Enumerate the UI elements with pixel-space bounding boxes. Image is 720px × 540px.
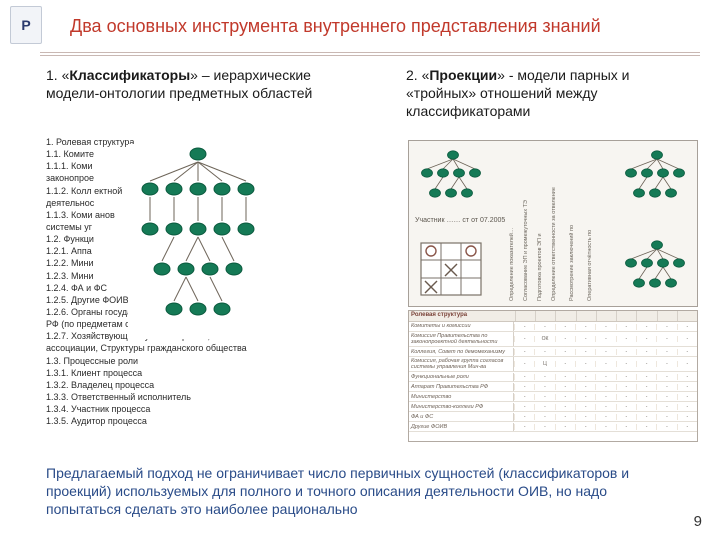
lh-pre: 1. « [46, 67, 69, 83]
right-subhead: 2. «Проекции» - модели парных и «тройных… [406, 66, 696, 121]
hierarchy-line: 1.3.5. Аудитор процесса [46, 415, 356, 427]
hierarchy-line: 1.3.2. Владелец процесса [46, 379, 356, 391]
hierarchy-line: 1.3.1. Клиент процесса [46, 367, 356, 379]
rot-label: Согласование ЭП и промежуточных ТЭ [523, 200, 529, 301]
divider-1 [40, 52, 700, 53]
hierarchy-line: 1.3.3. Ответственный исполнитель [46, 391, 356, 403]
rot-label: Определение ответственности за отвеление [551, 187, 557, 301]
page-number: 9 [694, 513, 702, 530]
tictactoe-icon [415, 237, 493, 306]
proj-table-row: Коллегия, Совет по демомеханизму--------… [409, 347, 697, 357]
logo-text: Р [21, 17, 30, 33]
left-subhead: 1. «Классификаторы» – иерархические моде… [46, 66, 356, 102]
proj-table-row: Комиссия Правительства по законопроектно… [409, 332, 697, 347]
rh-pre: 2. « [406, 67, 429, 83]
right-column: 2. «Проекции» - модели парных и «тройных… [406, 66, 696, 121]
proj-table-row: ФА и ФС--------- [409, 412, 697, 422]
participant-label: Участник …… ст от 07.2005 [415, 217, 505, 224]
slide: Р Два основных инструмента внутреннего п… [0, 0, 720, 540]
proj-table-row: Министерство--------- [409, 392, 697, 402]
lh-bold: Классификаторы [69, 67, 190, 83]
projection-top: Участник …… ст от 07.2005 Определение по… [408, 140, 698, 307]
hse-logo: Р [10, 6, 42, 44]
divider-2 [40, 55, 700, 56]
rh-bold: Проекции [429, 67, 497, 83]
hierarchy-line: ассоциации, Структуры гражданского общес… [46, 342, 356, 354]
projection-graphic: Участник …… ст от 07.2005 Определение по… [408, 140, 698, 440]
hierarchy-line: 1.3. Процессные роли [46, 355, 356, 367]
proj-table-row: Министерство-коллеги РФ--------- [409, 402, 697, 412]
rot-label: Оперативная отчётность по [587, 230, 593, 301]
cluster-2 [619, 147, 695, 216]
rot-label: Рассмотрение заключений по [569, 225, 575, 301]
slide-title: Два основных инструмента внутреннего пре… [70, 16, 601, 37]
proj-table-row: Комиссия, рабочая группа согласов систем… [409, 357, 697, 372]
rot-label: Подготовка проектов ЭП и [537, 233, 543, 301]
proj-table-row: Комитеты и комиссии--------- [409, 322, 697, 332]
left-column: 1. «Классификаторы» – иерархические моде… [46, 66, 356, 102]
proj-table-row: Другие ФОИВ--------- [409, 422, 697, 432]
rot-label: Определение показателей… [509, 228, 515, 302]
classifier-tree-diagram [128, 144, 268, 339]
hierarchy-line: 1.3.4. Участник процесса [46, 403, 356, 415]
cluster-3 [619, 237, 695, 306]
proj-table-row: Функциональные роли--------- [409, 372, 697, 382]
projection-table: Ролевая структураКомитеты и комиссии----… [408, 310, 698, 442]
cluster-1 [415, 147, 493, 216]
proj-table-row: Аппарат Правительства РФ--------- [409, 382, 697, 392]
bottom-note: Предлагаемый подход не ограничивает числ… [46, 464, 666, 519]
